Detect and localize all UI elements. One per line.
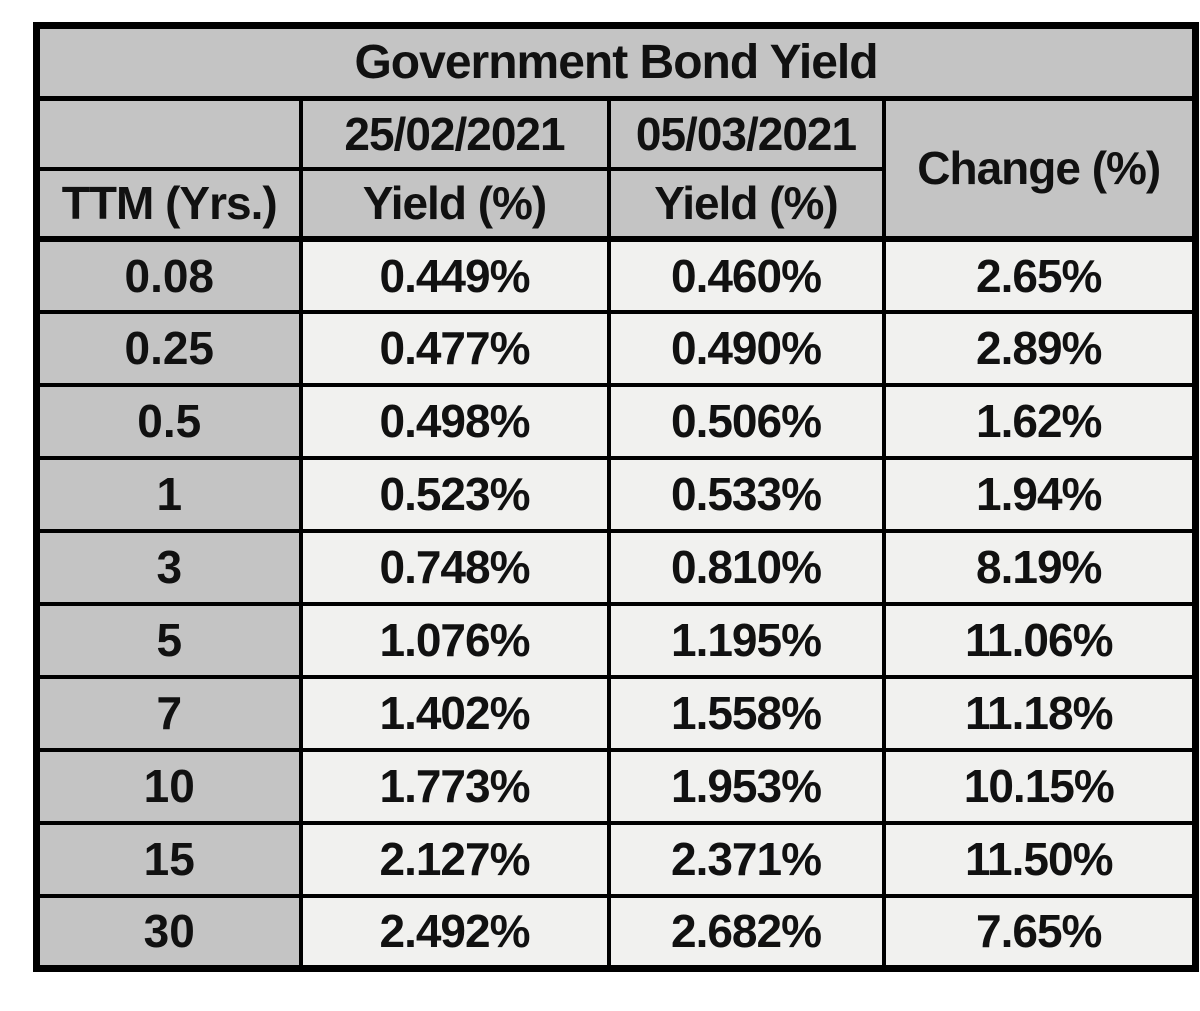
cell-change: 10.15% [881, 747, 1198, 825]
cell-yield-1: 0.748% [298, 528, 611, 606]
col-header-yield-2: Yield (%) [606, 166, 886, 242]
col-header-yield-1: Yield (%) [298, 166, 611, 242]
corner-empty-cell [34, 96, 303, 171]
table-row: 15 2.127% 2.371% 11.50% [34, 820, 1198, 898]
col-header-date-2: 05/03/2021 [606, 96, 886, 171]
cell-yield-2: 0.506% [606, 382, 886, 460]
cell-ttm: 30 [34, 893, 303, 971]
table-title: Government Bond Yield [34, 23, 1198, 101]
cell-change: 1.94% [881, 455, 1198, 533]
cell-change: 11.06% [881, 601, 1198, 679]
cell-change: 2.65% [881, 236, 1198, 314]
cell-yield-2: 1.558% [606, 674, 886, 752]
cell-yield-2: 0.533% [606, 455, 886, 533]
cell-yield-1: 2.492% [298, 893, 611, 971]
col-header-change: Change (%) [881, 96, 1198, 242]
cell-yield-2: 0.460% [606, 236, 886, 314]
table-row: 10 1.773% 1.953% 10.15% [34, 747, 1198, 825]
table-row: 30 2.492% 2.682% 7.65% [34, 893, 1198, 971]
cell-ttm: 0.25 [34, 309, 303, 387]
cell-change: 8.19% [881, 528, 1198, 606]
table-row: 1 0.523% 0.533% 1.94% [34, 455, 1198, 533]
col-header-ttm: TTM (Yrs.) [34, 166, 303, 242]
cell-yield-1: 0.498% [298, 382, 611, 460]
cell-change: 1.62% [881, 382, 1198, 460]
cell-yield-2: 2.682% [606, 893, 886, 971]
cell-yield-1: 0.449% [298, 236, 611, 314]
cell-ttm: 10 [34, 747, 303, 825]
table-body: 0.08 0.449% 0.460% 2.65% 0.25 0.477% 0.490% 2.8… [34, 236, 1198, 971]
cell-yield-1: 0.477% [298, 309, 611, 387]
cell-yield-1: 2.127% [298, 820, 611, 898]
cell-ttm: 3 [34, 528, 303, 606]
cell-ttm: 0.5 [34, 382, 303, 460]
cell-ttm: 15 [34, 820, 303, 898]
cell-change: 2.89% [881, 309, 1198, 387]
cell-ttm: 1 [34, 455, 303, 533]
cell-yield-1: 1.773% [298, 747, 611, 825]
cell-yield-2: 0.810% [606, 528, 886, 606]
cell-yield-2: 1.195% [606, 601, 886, 679]
cell-ttm: 0.08 [34, 236, 303, 314]
col-header-date-1: 25/02/2021 [298, 96, 611, 171]
cell-yield-1: 1.402% [298, 674, 611, 752]
table-row: 0.25 0.477% 0.490% 2.89% [34, 309, 1198, 387]
cell-yield-2: 0.490% [606, 309, 886, 387]
cell-change: 11.18% [881, 674, 1198, 752]
cell-yield-2: 1.953% [606, 747, 886, 825]
cell-ttm: 7 [34, 674, 303, 752]
cell-yield-1: 1.076% [298, 601, 611, 679]
table-row: 3 0.748% 0.810% 8.19% [34, 528, 1198, 606]
cell-yield-1: 0.523% [298, 455, 611, 533]
government-bond-yield-table: Government Bond Yield 25/02/2021 05/03/2… [33, 22, 1200, 972]
cell-ttm: 5 [34, 601, 303, 679]
cell-yield-2: 2.371% [606, 820, 886, 898]
table-row: 0.08 0.449% 0.460% 2.65% [34, 236, 1198, 314]
cell-change: 11.50% [881, 820, 1198, 898]
cell-change: 7.65% [881, 893, 1198, 971]
table-row: 5 1.076% 1.195% 11.06% [34, 601, 1198, 679]
table-row: 7 1.402% 1.558% 11.18% [34, 674, 1198, 752]
table-row: 0.5 0.498% 0.506% 1.62% [34, 382, 1198, 460]
